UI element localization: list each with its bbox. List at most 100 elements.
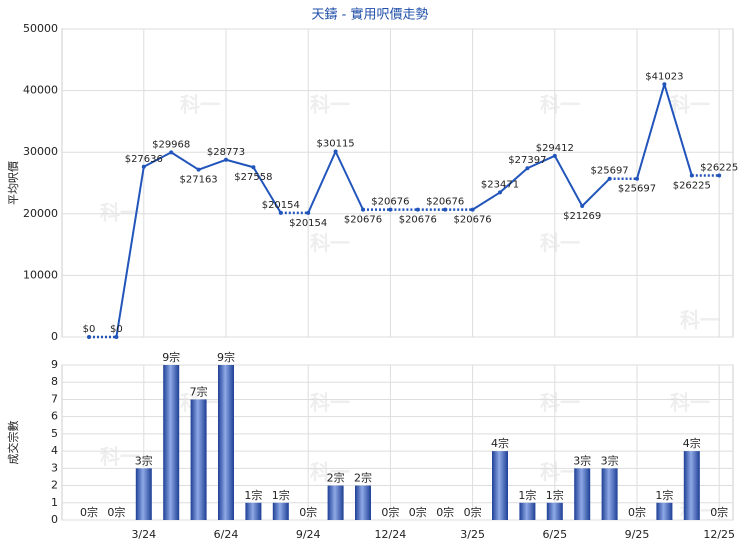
value-label: 1宗: [244, 488, 262, 502]
x-tick-label: 12/24: [375, 528, 407, 541]
x-tick-label: 6/24: [214, 528, 239, 541]
bar: [546, 502, 563, 520]
value-label: $27397: [508, 155, 546, 166]
watermark: 科一: [670, 390, 710, 414]
bar: [355, 485, 371, 520]
bar: [656, 502, 673, 520]
bar: [135, 468, 152, 520]
value-label: 2宗: [327, 471, 345, 485]
value-label: $21269: [563, 211, 601, 222]
line-segment: [115, 166, 145, 338]
y-tick-label: 9: [51, 358, 58, 371]
point: [169, 150, 174, 155]
y-tick-label: 40000: [23, 84, 58, 97]
point: [635, 176, 639, 181]
point: [415, 207, 420, 212]
point: [251, 165, 256, 170]
point: [470, 207, 475, 212]
point: [333, 149, 338, 154]
chart-title: 天鑄 - 實用呎價走勢: [312, 7, 429, 23]
bar: [683, 451, 700, 520]
y-tick-label: 0: [51, 513, 58, 526]
point: [388, 207, 393, 212]
value-label: $20676: [426, 197, 464, 208]
line-segment: [663, 84, 693, 176]
point: [224, 157, 228, 162]
watermark: 科一: [310, 460, 350, 484]
value-label: $27636: [125, 154, 163, 165]
y-tick-label: 5: [51, 427, 58, 440]
point: [306, 210, 311, 215]
line-segment: [307, 151, 337, 214]
line-segment: [143, 151, 172, 168]
bar: [574, 468, 591, 520]
value-label: $30115: [317, 138, 355, 149]
y-tick-label: 7: [51, 392, 58, 405]
value-label: $41023: [645, 71, 683, 82]
x-tick-label: 9/25: [625, 528, 650, 541]
line-segment: [198, 158, 227, 171]
point: [498, 190, 502, 195]
value-label: 3宗: [573, 453, 591, 467]
point: [443, 207, 448, 212]
watermark: 科一: [670, 93, 710, 117]
watermark: 科一: [540, 390, 580, 414]
bar: [327, 485, 344, 520]
value-label: 3宗: [135, 453, 153, 467]
bar: [601, 468, 618, 520]
value-label: 1宗: [655, 488, 673, 502]
value-label: $20676: [371, 197, 409, 208]
bar: [218, 365, 234, 520]
value-label: 2宗: [354, 471, 372, 485]
value-label: $20676: [399, 215, 437, 226]
value-label: $26225: [673, 180, 711, 191]
value-label: 9宗: [217, 350, 235, 364]
point: [717, 173, 722, 178]
watermark: 科一: [540, 460, 580, 484]
value-label: 1宗: [272, 488, 290, 502]
value-label: 0宗: [436, 505, 454, 519]
point: [114, 335, 119, 339]
x-tick-label: 3/24: [131, 528, 156, 541]
value-label: 0宗: [409, 505, 427, 519]
value-label: 0宗: [710, 505, 728, 519]
bar: [272, 502, 289, 520]
bar: [492, 451, 508, 520]
point: [87, 335, 91, 339]
value-label: $20676: [454, 215, 492, 226]
value-label: 1宗: [546, 488, 564, 502]
x-tick-label: 12/25: [703, 528, 735, 541]
point: [662, 82, 667, 87]
watermark: 科一: [540, 231, 580, 255]
y-tick-label: 0: [51, 330, 58, 343]
line-segment: [170, 151, 200, 171]
y-tick-label: 6: [51, 410, 58, 423]
value-label: 0宗: [464, 505, 482, 519]
point: [361, 207, 365, 212]
point: [278, 210, 283, 215]
watermark: 科一: [180, 93, 220, 117]
value-label: $25697: [591, 166, 629, 177]
line-segment: [499, 167, 529, 194]
value-label: 4宗: [683, 436, 701, 450]
value-label: $20154: [262, 200, 300, 211]
value-label: $25697: [618, 184, 656, 195]
y-tick-label: 10000: [23, 268, 58, 281]
watermark: 科一: [310, 93, 350, 117]
value-label: 0宗: [381, 505, 399, 519]
watermark: 科一: [310, 390, 350, 414]
watermark: 科一: [100, 445, 140, 469]
y-tick-label: 50000: [23, 22, 58, 35]
value-label: $0: [110, 324, 123, 335]
watermark: 科一: [310, 231, 350, 255]
value-label: 4宗: [491, 436, 509, 450]
y-axis-label: 平均呎價: [6, 161, 20, 205]
point: [196, 167, 201, 172]
line-segment: [526, 154, 556, 170]
value-label: $29968: [152, 139, 190, 150]
point: [525, 166, 530, 171]
line-segment: [553, 155, 584, 207]
bar: [190, 399, 207, 520]
y-tick-label: 30000: [23, 145, 58, 158]
